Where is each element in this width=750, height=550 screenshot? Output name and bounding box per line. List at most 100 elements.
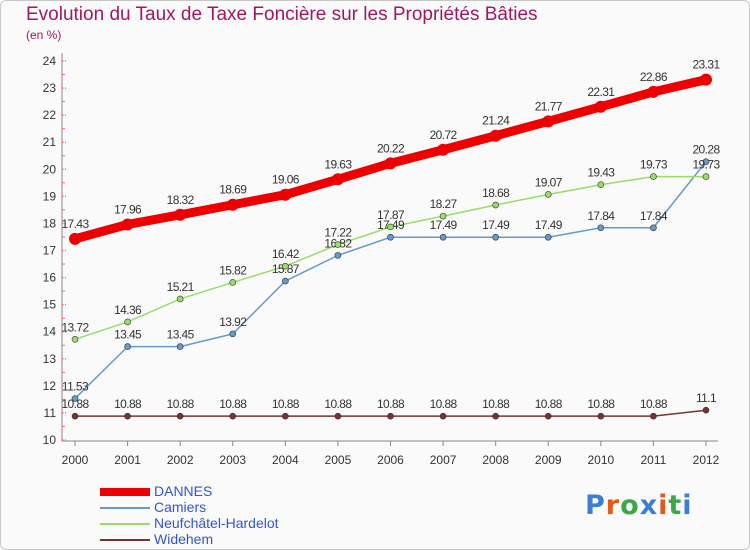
logo-letter: x [639,490,659,521]
data-label-0: 17.96 [114,203,142,217]
data-label-1: 20.28 [692,143,720,157]
legend-swatch-neufchatel [100,523,150,525]
data-label-1: 17.84 [640,209,668,223]
x-tick-label: 2012 [693,453,720,467]
data-point-1 [229,330,237,338]
legend-label-widehem: Widehem [154,531,214,547]
data-point-3 [124,412,131,420]
data-label-0: 21.77 [535,99,563,113]
data-point-2 [71,335,79,343]
y-tick-label: 13 [43,352,57,366]
data-point-3 [176,412,184,420]
x-tick-label: 2009 [535,453,562,467]
data-label-3: 10.88 [114,397,142,411]
logo-letter: i [682,490,693,521]
data-point-3 [544,412,552,420]
data-point-3 [650,412,657,420]
data-point-3 [702,406,710,414]
data-point-0 [437,143,450,156]
data-label-0: 21.24 [482,114,510,128]
data-point-0 [700,73,712,86]
y-tick-label: 17 [43,244,57,258]
data-point-0 [174,208,187,221]
data-label-0: 22.86 [640,70,668,84]
unit-label: (en %) [26,28,62,42]
data-point-3 [71,412,79,420]
data-point-2 [492,201,499,209]
y-tick-label: 15 [43,298,57,312]
data-point-0 [542,115,555,128]
data-point-0 [69,232,81,245]
data-point-2 [702,173,710,180]
data-point-2 [650,173,657,180]
data-point-0 [121,218,134,231]
data-point-1 [176,343,184,350]
data-point-1 [544,233,552,241]
legend-label-camiers: Camiers [154,499,207,515]
data-point-0 [489,129,502,142]
y-tick-label: 21 [43,135,57,149]
data-point-2 [229,279,237,286]
data-point-0 [384,157,397,170]
x-tick-label: 2008 [482,453,509,467]
data-point-1 [650,224,657,232]
y-tick-label: 11 [44,406,57,420]
data-label-0: 19.06 [272,173,300,187]
data-point-3 [229,412,237,420]
data-label-1: 17.49 [430,218,458,232]
data-label-2: 18.68 [482,186,510,200]
y-tick-label: 14 [43,325,57,339]
x-tick-label: 2004 [272,453,299,467]
y-tick-label: 10 [43,433,57,447]
data-label-1: 13.45 [167,328,195,342]
legend-swatch-widehem [100,539,150,541]
data-label-0: 17.43 [61,217,89,231]
data-label-2: 19.43 [587,166,615,180]
data-label-0: 19.63 [324,157,352,171]
data-label-1: 17.49 [482,218,510,232]
y-tick-label: 24 [43,54,57,68]
legend-label-dannes: DANNES [154,483,213,499]
data-point-3 [387,412,394,420]
y-tick-label: 12 [43,379,57,393]
data-point-1 [597,224,605,232]
data-point-2 [334,241,342,248]
x-tick-label: 2007 [430,453,457,467]
chart-title: Evolution du Taux de Taxe Foncière sur l… [26,4,538,25]
data-label-0: 20.22 [377,141,405,155]
logo-letter: P [585,490,606,521]
data-label-2: 16.42 [272,247,300,261]
data-label-2: 19.73 [640,158,668,172]
data-point-0 [594,100,607,113]
data-label-2: 19.07 [535,175,563,189]
data-label-3: 10.88 [167,397,195,411]
data-label-3: 10.88 [324,397,352,411]
legend-swatch-dannes [100,488,150,496]
x-tick-label: 2011 [641,453,667,467]
data-label-0: 23.31 [692,58,720,72]
data-point-0 [226,198,239,211]
x-tick-label: 2005 [325,453,352,467]
data-label-2: 17.22 [324,226,352,240]
y-tick-label: 20 [43,162,57,176]
x-tick-label: 2002 [167,453,194,467]
data-label-0: 18.32 [167,193,195,207]
data-point-0 [331,173,344,186]
data-point-0 [279,188,292,201]
x-tick-label: 2003 [219,453,246,467]
data-point-1 [282,277,289,285]
data-label-2: 13.72 [61,320,89,334]
data-point-1 [492,233,499,241]
data-label-2: 17.87 [377,208,405,222]
data-label-3: 11.1 [696,391,717,405]
data-point-1 [387,233,394,241]
data-point-3 [334,412,342,420]
data-label-2: 19.73 [692,158,720,172]
data-label-3: 10.88 [535,397,563,411]
data-label-1: 17.84 [587,209,615,223]
data-point-2 [387,223,394,231]
data-label-3: 10.88 [640,397,668,411]
data-point-3 [439,412,447,420]
data-label-3: 10.88 [482,397,510,411]
